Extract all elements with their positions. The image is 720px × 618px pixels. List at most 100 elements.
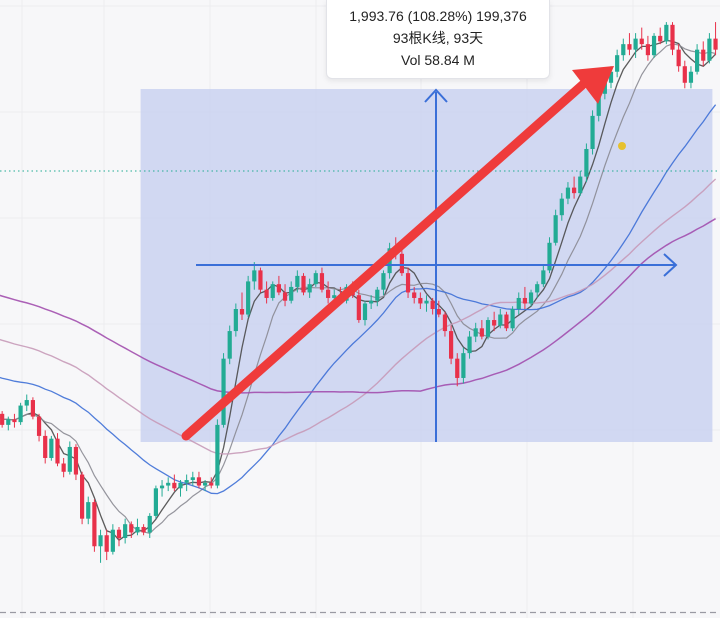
candle-body	[369, 300, 374, 304]
measure-tooltip: 1,993.76 (108.28%) 199,376 93根K线, 93天 Vo…	[326, 0, 550, 79]
candle	[246, 275, 251, 318]
candle	[547, 237, 552, 274]
candle	[43, 430, 48, 464]
candle-body	[227, 331, 232, 359]
candle-body	[0, 413, 5, 425]
candle-body	[645, 44, 650, 56]
candle	[473, 322, 478, 343]
candle	[116, 526, 122, 547]
candle	[584, 143, 589, 183]
candle-series	[0, 22, 718, 563]
candle-body	[252, 270, 257, 282]
candle	[233, 303, 238, 337]
candle-body	[584, 148, 589, 177]
candle-body	[326, 289, 331, 298]
candle	[504, 311, 509, 332]
candle-body	[479, 328, 484, 337]
candle-body	[123, 524, 128, 538]
candle-body	[707, 38, 712, 61]
candle-body	[602, 82, 607, 94]
candle-body	[688, 71, 694, 83]
candle	[442, 311, 448, 337]
candle	[356, 289, 361, 323]
candle	[110, 524, 115, 555]
candle-body	[233, 309, 238, 332]
moving-average-line	[0, 39, 717, 542]
candle	[264, 281, 269, 304]
candle-body	[116, 529, 122, 538]
candle-body	[332, 295, 337, 298]
candle-body	[455, 358, 460, 378]
candle	[362, 300, 368, 326]
candle-body	[239, 309, 245, 315]
candle	[516, 292, 521, 315]
candle-body	[135, 526, 140, 533]
candle-body	[430, 300, 435, 309]
candle	[190, 471, 195, 486]
candle-body	[522, 297, 527, 304]
candle-body	[572, 187, 577, 194]
candle-body	[461, 353, 466, 378]
vertical-arrow-head	[424, 88, 448, 103]
candle-body	[596, 93, 601, 116]
candle	[209, 477, 214, 489]
candle-body	[510, 309, 515, 329]
candle-body	[670, 24, 675, 50]
candle-body	[264, 289, 269, 298]
candle	[36, 413, 42, 442]
candle-body	[608, 71, 614, 83]
candle	[633, 33, 638, 58]
candle	[227, 325, 232, 365]
candle	[412, 286, 417, 304]
candle	[418, 292, 423, 309]
candle	[713, 22, 718, 56]
candle-body	[498, 314, 503, 326]
candle-body	[215, 424, 220, 486]
candle	[159, 480, 165, 497]
candle	[670, 22, 675, 56]
candle	[565, 182, 571, 205]
candle	[455, 353, 460, 387]
candle	[590, 110, 595, 155]
candle	[399, 248, 404, 276]
candle	[98, 529, 103, 563]
candle-body	[166, 482, 171, 486]
candle	[436, 300, 441, 318]
candle	[621, 38, 626, 61]
candle-body	[307, 284, 312, 293]
candle-body	[12, 419, 17, 423]
candle-body	[467, 336, 472, 354]
candle	[30, 397, 35, 420]
candle-body	[362, 303, 368, 321]
candle	[615, 49, 620, 78]
candle-body	[381, 273, 386, 290]
candle-body	[492, 320, 497, 326]
trend-arrow[interactable]	[181, 66, 614, 441]
candle-body	[24, 400, 29, 406]
candle	[203, 480, 208, 492]
candle	[239, 292, 245, 321]
candle-body	[375, 289, 380, 301]
candle	[135, 518, 140, 536]
candle-body	[695, 49, 700, 72]
candle-body	[98, 535, 103, 547]
candle	[695, 44, 700, 75]
candle	[301, 273, 306, 296]
candle-body	[639, 38, 644, 45]
candle-body	[449, 331, 454, 359]
candle-body	[701, 49, 706, 61]
candle-body	[682, 66, 687, 83]
candle	[307, 278, 312, 298]
candle	[510, 306, 515, 332]
candle	[405, 267, 411, 298]
candle-body	[86, 502, 91, 519]
candle	[369, 295, 374, 309]
candle-body	[61, 463, 66, 472]
candle-body	[651, 35, 657, 56]
candle	[578, 171, 583, 196]
candle	[172, 474, 177, 492]
candle	[676, 44, 681, 72]
measured-range-arrows	[196, 88, 678, 442]
candle-body	[319, 273, 325, 290]
